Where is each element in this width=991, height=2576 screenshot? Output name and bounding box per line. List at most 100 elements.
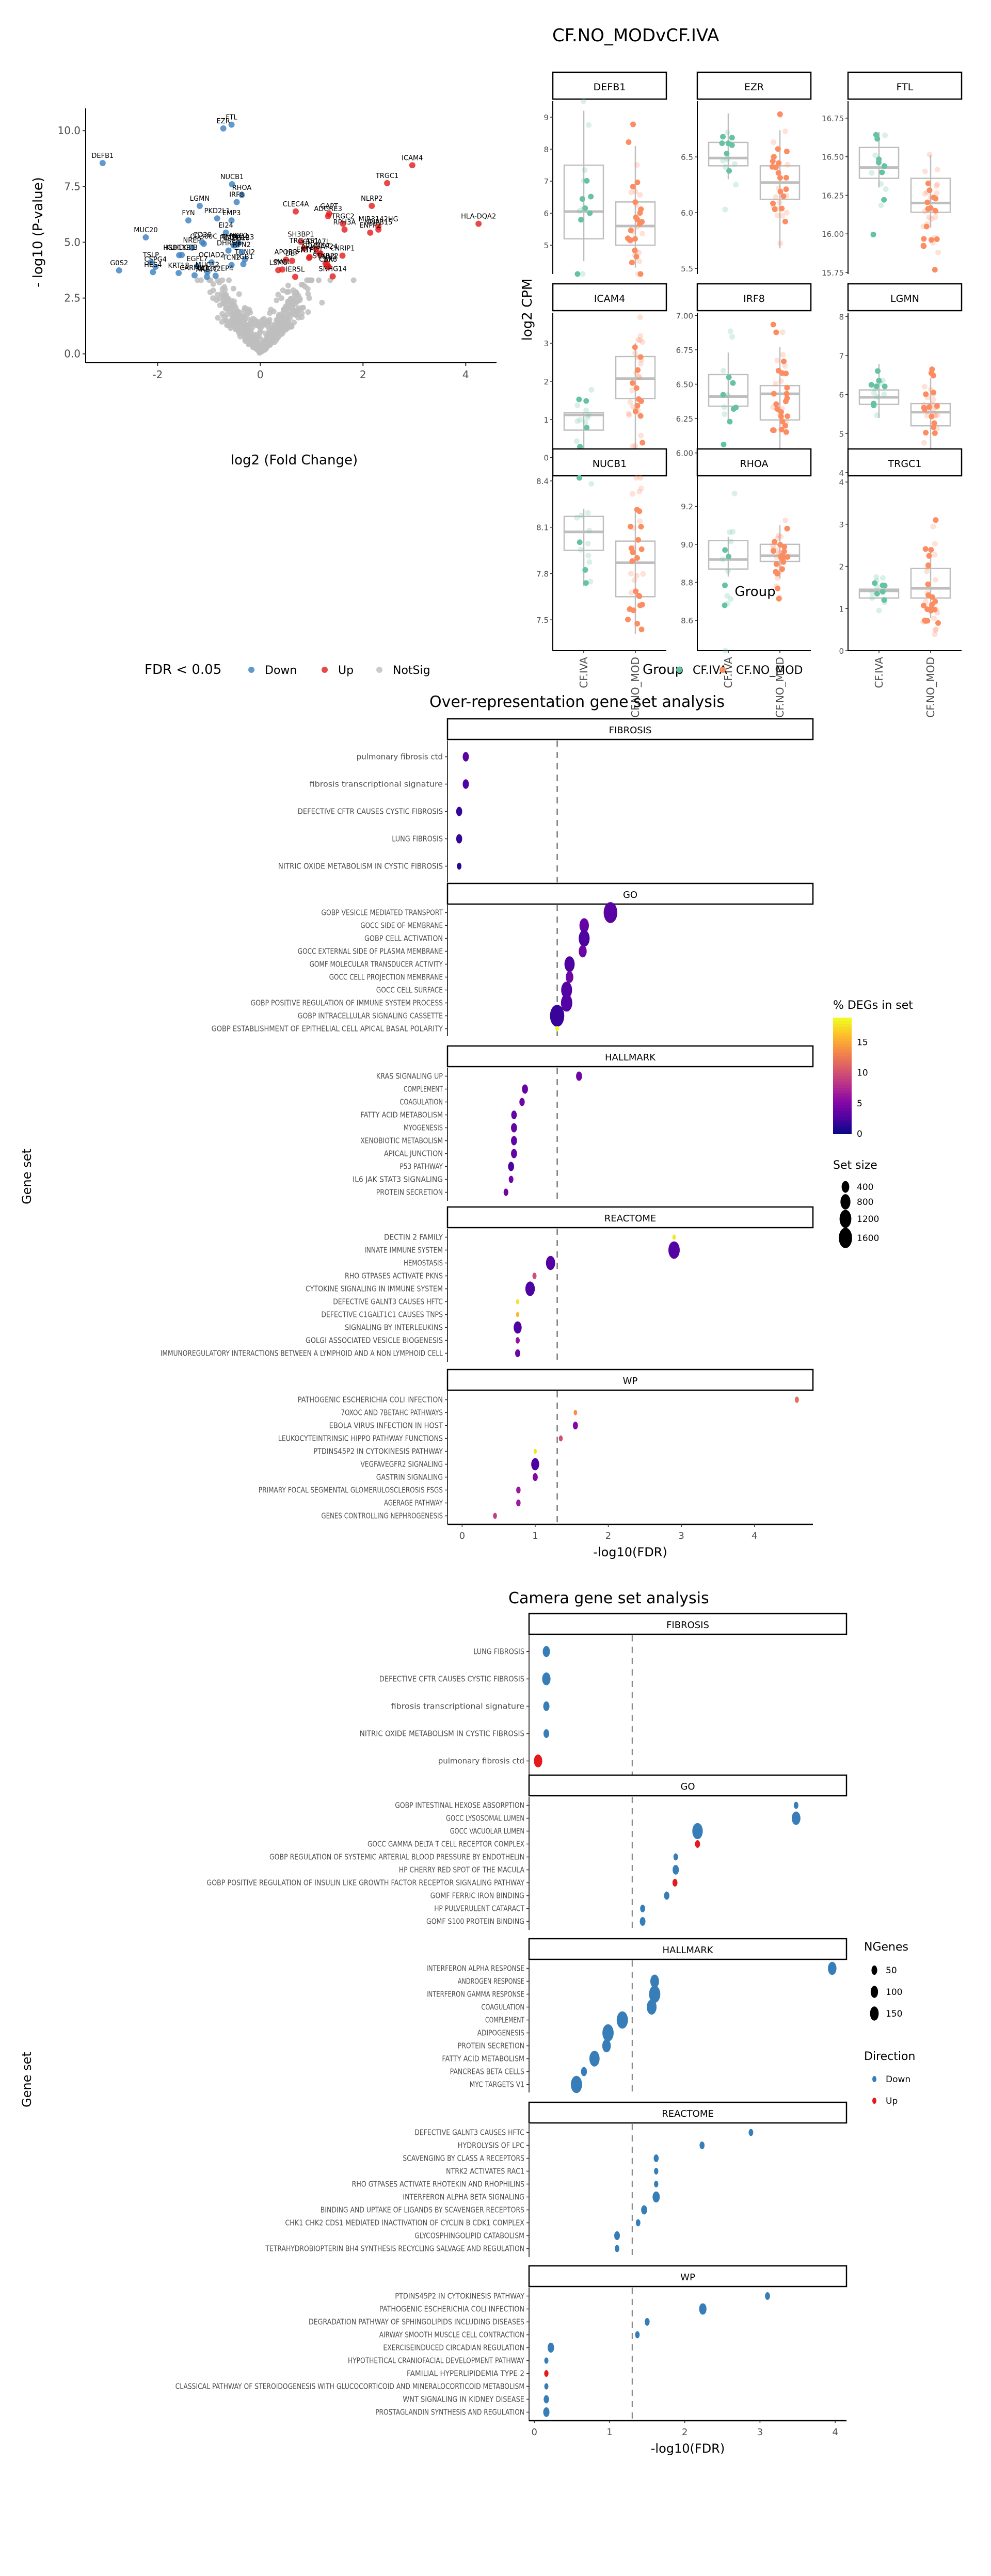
notsig-point — [300, 304, 307, 311]
gene-point — [297, 238, 304, 245]
gene-point — [99, 159, 106, 166]
gene-set-dot — [542, 1672, 551, 1685]
sample-point — [776, 200, 782, 206]
sample-point — [727, 328, 733, 334]
gene-point — [384, 180, 391, 186]
y-tick-label: 1 — [544, 415, 549, 425]
sample-point — [921, 236, 927, 242]
sample-point — [730, 380, 736, 386]
gene-set-dot — [791, 1811, 801, 1825]
notsig-point — [210, 287, 216, 294]
gene-set-dot — [543, 2407, 550, 2417]
notsig-point — [228, 321, 234, 328]
gene-set-dot — [579, 918, 589, 933]
gene-set-label: GASTRIN SIGNALING — [376, 1473, 443, 1482]
gene-point — [188, 244, 195, 251]
notsig-point — [281, 307, 287, 313]
gene-point — [292, 208, 299, 215]
gene-point — [238, 249, 245, 255]
colorbar-tick-label: 10 — [857, 1068, 868, 1078]
sample-point — [778, 378, 784, 384]
gene-point — [325, 264, 331, 270]
gene-set-label: LUNG FIBROSIS — [392, 834, 443, 844]
gene-set-label: GOBP POSITIVE REGULATION OF IMMUNE SYSTE… — [251, 999, 443, 1008]
sample-point — [582, 567, 588, 573]
sample-point — [777, 111, 783, 117]
facet-panel: GO GOBP INTESTINAL HEXOSE ABSORPTION GOCC … — [206, 1774, 848, 1930]
colorbar-segment — [833, 1072, 852, 1076]
notsig-point — [223, 292, 229, 298]
gene-set-label: P53 PATHWAY — [399, 1162, 443, 1171]
sample-point — [574, 514, 580, 521]
gene-set-dot — [673, 1865, 679, 1875]
notsig-point — [228, 300, 234, 307]
sample-point — [724, 392, 730, 398]
gene-point — [375, 226, 382, 233]
gene-set-label: CYTOKINE SIGNALING IN IMMUNE SYSTEM — [306, 1284, 443, 1294]
sample-point — [586, 122, 592, 128]
sample-point — [636, 258, 643, 264]
gene-set-label: pulmonary fibrosis ctd — [438, 1757, 524, 1766]
y-tick-label: 6.75 — [676, 346, 693, 355]
sample-point — [634, 179, 641, 185]
sample-point — [628, 227, 634, 233]
sample-point — [782, 128, 788, 135]
sample-point — [932, 632, 938, 638]
sample-point — [873, 383, 880, 390]
gene-set-dot — [650, 1974, 659, 1988]
sample-point — [873, 574, 880, 580]
gene-point — [185, 217, 191, 224]
y-tick-label: 0 — [839, 647, 844, 656]
sample-point — [630, 443, 636, 449]
sample-point — [933, 626, 939, 632]
sample-point — [636, 374, 642, 380]
gene-label: ADGRE3 — [314, 205, 342, 213]
gene-label: CDC42EP4 — [198, 265, 233, 272]
legend-label: Up — [338, 664, 354, 677]
gene-point — [222, 229, 229, 236]
notsig-point — [215, 315, 221, 321]
notsig-point — [233, 304, 239, 311]
gene-set-dot — [672, 1879, 678, 1887]
sample-point — [634, 555, 640, 561]
sample-point — [628, 589, 634, 595]
gene-set-dot — [654, 2181, 659, 2187]
sample-point — [722, 582, 728, 588]
colorbar-segment — [833, 1090, 852, 1094]
gene-set-label: PTDINS45P2 IN CYTOKINESIS PATHWAY — [313, 1447, 443, 1456]
gene-set-dot — [644, 2318, 650, 2326]
legend-key — [322, 667, 328, 673]
colorbar-segment — [833, 1026, 852, 1030]
gene-label: DHRS9 — [217, 239, 240, 247]
y-tick-label: 16.75 — [822, 114, 844, 123]
sample-point — [720, 134, 726, 140]
sample-point — [777, 240, 784, 247]
facet-strip-label: HALLMARK — [605, 1052, 656, 1063]
sample-point — [573, 438, 580, 444]
gene-set-label: FAMILIAL HYPERLIPIDEMIA TYPE 2 — [407, 2369, 524, 2378]
notsig-point — [267, 310, 273, 316]
sample-point — [637, 314, 643, 320]
gene-set-dot — [579, 945, 587, 958]
notsig-point — [238, 317, 244, 323]
gene-set-label: DEFECTIVE CFTR CAUSES CYSTIC FIBROSIS — [379, 1675, 524, 1684]
sample-point — [770, 321, 776, 328]
notsig-point — [285, 288, 292, 295]
sample-point — [634, 162, 640, 168]
gene-set-dot — [695, 1840, 700, 1848]
sample-point — [921, 603, 927, 609]
size-legend-label: 50 — [886, 1966, 897, 1976]
sample-point — [771, 427, 777, 433]
gene-set-label: DEFECTIVE C1GALT1C1 CAUSES TNPS — [321, 1310, 443, 1319]
gene-set-dot — [652, 2191, 660, 2203]
gene-set-dot — [748, 2129, 754, 2136]
y-tick-label: 2.5 — [64, 292, 81, 304]
boxplot-title: CF.NO_MODvCF.IVA — [552, 25, 719, 46]
gene-set-label: GOCC GAMMA DELTA T CELL RECEPTOR COMPLEX — [367, 1840, 524, 1849]
colorbar-segment — [833, 1043, 852, 1048]
notsig-point — [198, 277, 204, 283]
colorbar-segment — [833, 1102, 852, 1105]
sample-point — [728, 596, 734, 602]
sample-point — [932, 577, 938, 583]
gene-set-label: AIRWAY SMOOTH MUSCLE CELL CONTRACTION — [379, 2330, 524, 2340]
